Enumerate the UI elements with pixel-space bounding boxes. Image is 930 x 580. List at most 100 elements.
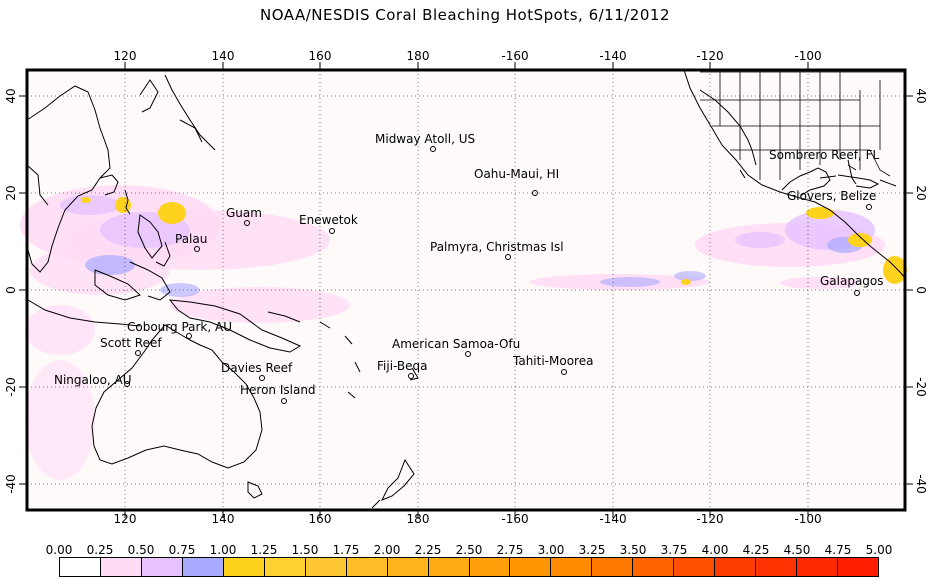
legend-color-cell — [387, 558, 429, 576]
page-title: NOAA/NESDIS Coral Bleaching HotSpots, 6/… — [260, 6, 670, 24]
legend-value-label: 4.75 — [824, 543, 852, 557]
site-marker — [135, 350, 141, 356]
legend-color-cell — [838, 558, 879, 576]
coastlines — [26, 69, 906, 509]
site-marker — [561, 369, 567, 375]
site-marker — [281, 398, 287, 404]
site-marker — [194, 246, 200, 252]
us-state-borders — [700, 71, 905, 180]
site-label-sombrero-reef: Sombrero Reef, FL — [769, 148, 879, 162]
legend-value-label: 3.50 — [619, 543, 647, 557]
top-lon-label: -140 — [599, 49, 626, 63]
legend-value-label: 5.00 — [865, 543, 893, 557]
bottom-lon-label: 180 — [407, 512, 430, 526]
bottom-lon-label: 160 — [309, 512, 332, 526]
top-lon-label: -100 — [794, 49, 821, 63]
legend-value-label: 2.00 — [373, 543, 401, 557]
legend-value-label: 4.25 — [742, 543, 770, 557]
site-marker — [186, 333, 192, 339]
site-marker — [244, 220, 250, 226]
site-marker — [430, 146, 436, 152]
legend-value-label: 2.25 — [414, 543, 442, 557]
site-marker — [465, 351, 471, 357]
site-marker — [259, 375, 265, 381]
site-label-cobourg-park: Cobourg Park, AU — [127, 320, 232, 334]
top-lon-label: -120 — [696, 49, 723, 63]
left-lat-label: -40 — [4, 474, 18, 494]
top-lon-label: 120 — [114, 49, 137, 63]
legend-value-label: 1.50 — [291, 543, 319, 557]
site-label-glovers-belize: Glovers, Belize — [787, 189, 876, 203]
site-label-heron-island: Heron Island — [240, 383, 316, 397]
legend-value-label: 3.75 — [660, 543, 688, 557]
legend-color-cell — [592, 558, 634, 576]
legend-color-cell — [100, 558, 142, 576]
bottom-lon-label: -100 — [794, 512, 821, 526]
legend-value-label: 0.00 — [45, 543, 73, 557]
tick-marks — [19, 62, 913, 518]
right-lat-label: -20 — [914, 377, 928, 397]
site-label-midway: Midway Atoll, US — [375, 132, 475, 146]
site-label-fiji-beqa: Fiji-Beqa — [377, 359, 428, 373]
site-label-galapagos: Galapagos — [820, 274, 884, 288]
legend-color-cell — [756, 558, 798, 576]
top-lon-label: 140 — [212, 49, 235, 63]
legend-color-cell — [551, 558, 593, 576]
legend-value-label: 0.75 — [168, 543, 196, 557]
site-label-ningaloo: Ningaloo, AU — [54, 373, 132, 387]
site-label-tahiti-moorea: Tahiti-Moorea — [512, 354, 593, 368]
legend-color-bar — [59, 557, 879, 577]
left-lat-label: 20 — [4, 185, 18, 200]
legend-color-cell — [797, 558, 839, 576]
legend-value-label: 2.75 — [496, 543, 524, 557]
site-markers — [124, 146, 872, 404]
legend-value-label: 1.00 — [209, 543, 237, 557]
legend-color-cell — [141, 558, 183, 576]
legend-color-cell — [264, 558, 306, 576]
legend-color-cell — [346, 558, 388, 576]
site-marker — [854, 290, 860, 296]
graticule — [27, 70, 905, 510]
legend-color-cell — [510, 558, 552, 576]
site-marker — [532, 190, 538, 196]
site-label-oahu-maui: Oahu-Maui, HI — [474, 167, 559, 181]
legend-color-cell — [305, 558, 347, 576]
legend-color-cell — [674, 558, 716, 576]
legend-value-label: 4.50 — [783, 543, 811, 557]
legend-value-label: 4.00 — [701, 543, 729, 557]
legend-color-cell — [223, 558, 265, 576]
legend-values: 0.00 0.25 0.50 0.75 1.00 1.25 1.50 1.75 2.00 2.25… — [0, 543, 930, 559]
legend-color-cell — [428, 558, 470, 576]
legend-color-cell — [469, 558, 511, 576]
legend-color-cell — [715, 558, 757, 576]
right-lat-label: 40 — [914, 88, 928, 103]
top-lon-label: 160 — [309, 49, 332, 63]
site-label-palmyra: Palmyra, Christmas Isl — [430, 240, 564, 254]
legend-value-label: 3.00 — [537, 543, 565, 557]
site-label-scott-reef: Scott Reef — [100, 336, 162, 350]
site-marker — [866, 204, 872, 210]
bottom-lon-label: -140 — [599, 512, 626, 526]
site-label-american-samoa: American Samoa-Ofu — [392, 337, 520, 351]
legend-value-label: 2.50 — [455, 543, 483, 557]
bottom-lon-label: 140 — [212, 512, 235, 526]
legend-value-label: 3.25 — [578, 543, 606, 557]
site-marker — [408, 373, 414, 379]
site-marker — [329, 228, 335, 234]
left-lat-label: 0 — [4, 286, 18, 294]
top-lon-label: 180 — [407, 49, 430, 63]
legend-value-label: 1.75 — [332, 543, 360, 557]
site-label-davies-reef: Davies Reef — [221, 361, 293, 375]
legend-color-cell — [182, 558, 224, 576]
site-label-palau: Palau — [175, 232, 207, 246]
legend-color-cell — [60, 558, 101, 576]
legend-value-label: 0.50 — [127, 543, 155, 557]
legend-color-cell — [633, 558, 675, 576]
right-lat-label: 20 — [914, 185, 928, 200]
right-lat-label: 0 — [914, 286, 928, 294]
bottom-lon-label: -160 — [501, 512, 528, 526]
right-lat-label: -40 — [914, 474, 928, 494]
left-lat-label: 40 — [4, 88, 18, 103]
site-label-guam: Guam — [226, 206, 262, 220]
